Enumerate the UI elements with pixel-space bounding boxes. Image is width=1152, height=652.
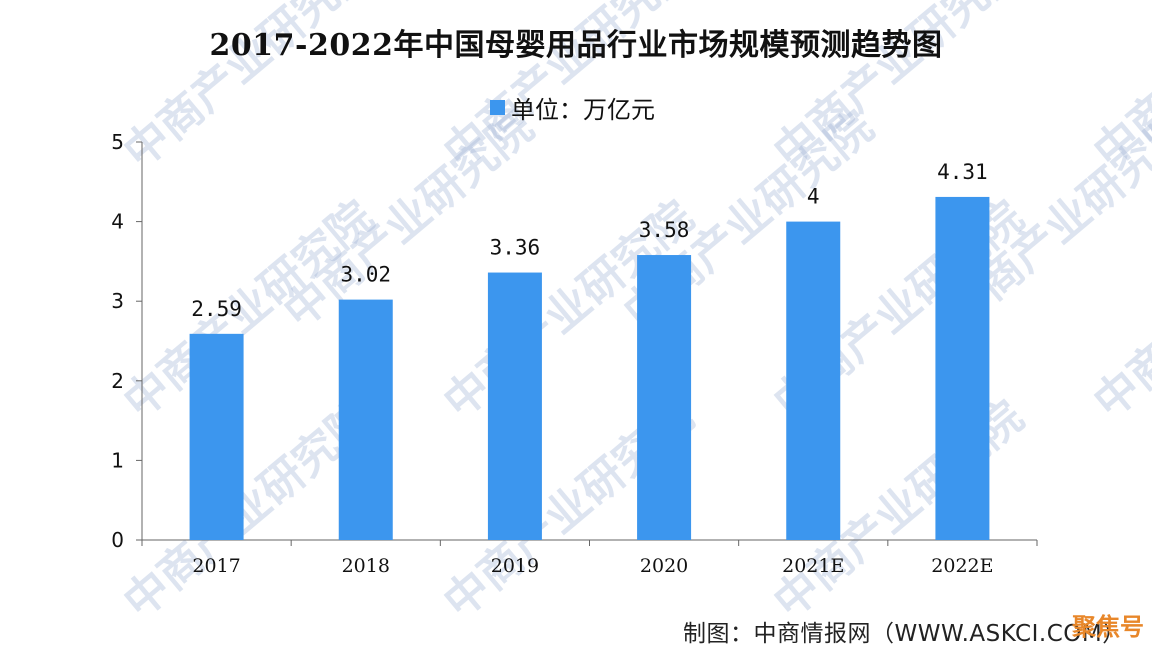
x-tick-label-2020: 2020 bbox=[640, 555, 688, 577]
x-tick-label-2019: 2019 bbox=[491, 555, 539, 577]
bar-2022E bbox=[935, 196, 990, 540]
data-label-2019: 3.36 bbox=[490, 236, 541, 260]
data-label-2017: 2.59 bbox=[191, 297, 242, 321]
bar-2018 bbox=[338, 299, 393, 540]
y-tick-label: 2 bbox=[111, 369, 124, 393]
bar-2020 bbox=[637, 255, 692, 541]
data-label-2020: 3.58 bbox=[639, 218, 690, 242]
legend: 单位：万亿元 bbox=[490, 90, 655, 125]
y-tick-label: 4 bbox=[111, 210, 124, 234]
chart-title: 2017-2022年中国母婴用品行业市场规模预测趋势图 bbox=[209, 28, 943, 63]
x-tick-label-2022E: 2022E bbox=[931, 555, 993, 577]
data-label-2021E: 4 bbox=[807, 185, 820, 209]
corner-badge: 聚焦号 bbox=[1072, 613, 1144, 641]
y-tick-label: 5 bbox=[111, 130, 124, 154]
x-tick-label-2017: 2017 bbox=[192, 555, 240, 577]
legend-swatch bbox=[490, 100, 505, 115]
x-tick-label-2018: 2018 bbox=[342, 555, 390, 577]
legend-label: 单位：万亿元 bbox=[511, 96, 655, 124]
bar-2017 bbox=[189, 333, 244, 540]
bar-2021E bbox=[786, 221, 841, 540]
x-tick-label-2021E: 2021E bbox=[782, 555, 844, 577]
bar-2019 bbox=[487, 272, 542, 540]
y-tick-label: 1 bbox=[111, 448, 124, 472]
data-label-2022E: 4.31 bbox=[937, 160, 988, 184]
source-note: 制图：中商情报网（WWW.ASKCI.COM） bbox=[683, 621, 1126, 647]
data-label-2018: 3.02 bbox=[340, 263, 391, 287]
y-tick-label: 3 bbox=[111, 289, 124, 313]
y-tick-label: 0 bbox=[111, 528, 124, 552]
